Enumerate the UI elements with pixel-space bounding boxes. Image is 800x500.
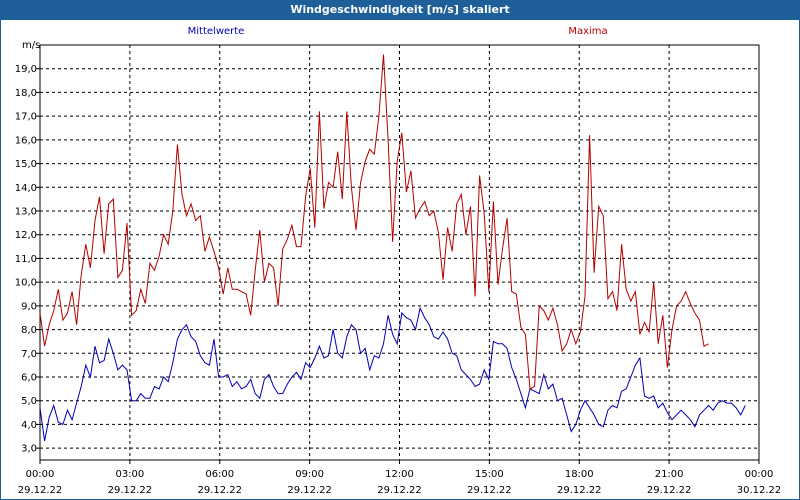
x-tick-time-label: 06:00 bbox=[205, 469, 234, 480]
y-tick-label: 19,0 bbox=[15, 64, 37, 75]
y-tick-label: 6,0 bbox=[21, 373, 37, 384]
series-line-mittelwerte bbox=[39, 306, 746, 442]
y-tick-label: 8,0 bbox=[21, 325, 37, 336]
y-axis-ticks: 3,0 4,0 5,0 6,0 7,0 8,0 9,0 10,0 11,0 12,0 13,0 14,… bbox=[15, 64, 40, 455]
y-tick-label: 17,0 bbox=[15, 112, 37, 123]
y-tick-label: 16,0 bbox=[15, 135, 37, 146]
y-tick-label: 13,0 bbox=[15, 207, 37, 218]
y-tick-label: 12,0 bbox=[15, 230, 37, 241]
legend-maxima: Maxima bbox=[568, 26, 607, 37]
x-tick-date-label: 29.12.22 bbox=[287, 485, 332, 496]
y-tick-label: 3,0 bbox=[21, 444, 37, 455]
y-tick-label: 11,0 bbox=[15, 254, 37, 265]
y-tick-label: 7,0 bbox=[21, 349, 37, 360]
window-title: Windgeschwindigkeit [m/s] skaliert bbox=[0, 0, 800, 20]
y-tick-label: 5,0 bbox=[21, 396, 37, 407]
x-tick-date-label: 29.12.22 bbox=[647, 485, 692, 496]
x-tick-time-label: 00:00 bbox=[745, 469, 774, 480]
y-tick-label: 4,0 bbox=[21, 420, 37, 431]
y-tick-label: 15,0 bbox=[15, 159, 37, 170]
x-tick-date-label: 29.12.22 bbox=[557, 485, 602, 496]
x-tick-time-label: 18:00 bbox=[565, 469, 594, 480]
legend-mittelwerte: Mittelwerte bbox=[188, 26, 245, 37]
x-tick-date-label: 29.12.22 bbox=[467, 485, 512, 496]
y-tick-label: 18,0 bbox=[15, 88, 37, 99]
x-tick-date-label: 29.12.22 bbox=[377, 485, 422, 496]
y-tick-label: 9,0 bbox=[21, 301, 37, 312]
x-tick-date-label: 29.12.22 bbox=[197, 485, 242, 496]
series-line-maxima bbox=[39, 54, 709, 390]
x-tick-date-label: 30.12.22 bbox=[737, 485, 782, 496]
x-tick-time-label: 15:00 bbox=[475, 469, 504, 480]
y-axis-label: m/s bbox=[22, 40, 40, 51]
x-axis-ticks: 00:00 29.12.22 03:00 29.12.22 06:00 29.12.22 0… bbox=[18, 460, 782, 496]
x-tick-time-label: 21:00 bbox=[655, 469, 684, 480]
y-tick-label: 14,0 bbox=[15, 183, 37, 194]
x-tick-time-label: 12:00 bbox=[385, 469, 414, 480]
series-lines bbox=[39, 54, 746, 442]
x-tick-time-label: 00:00 bbox=[26, 469, 55, 480]
x-tick-time-label: 09:00 bbox=[295, 469, 324, 480]
x-tick-date-label: 29.12.22 bbox=[18, 485, 63, 496]
x-tick-time-label: 03:00 bbox=[115, 469, 144, 480]
y-tick-label: 10,0 bbox=[15, 278, 37, 289]
x-tick-date-label: 29.12.22 bbox=[108, 485, 153, 496]
